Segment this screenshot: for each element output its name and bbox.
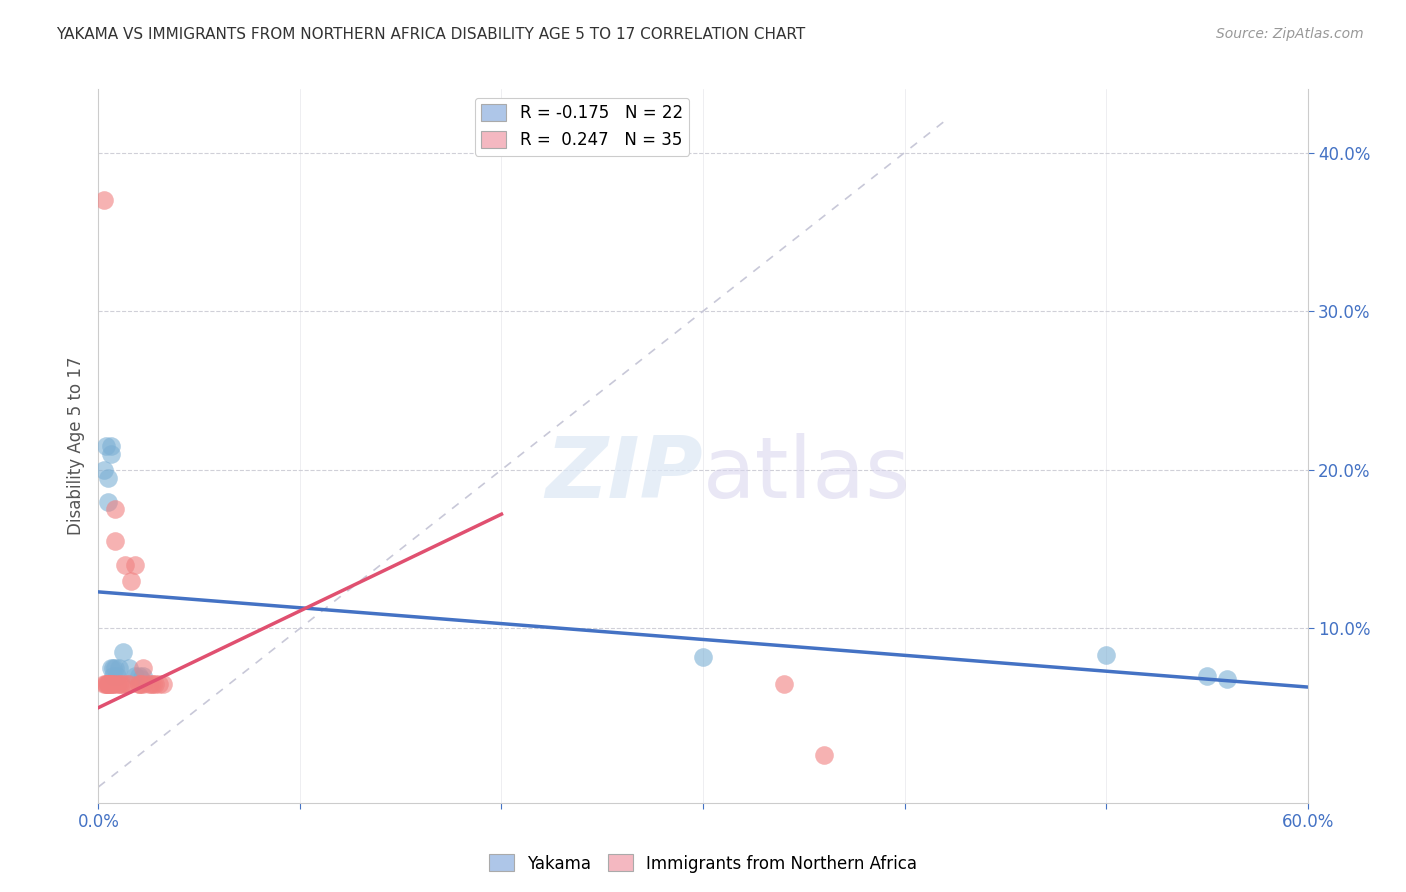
Point [111, 645, 134, 659]
Point [101, 677, 124, 691]
Point [128, 677, 150, 691]
Point [118, 661, 141, 675]
Point [107, 661, 129, 675]
Point [111, 677, 134, 691]
Point [132, 677, 155, 691]
Point [105, 669, 128, 683]
Point [96, 439, 118, 453]
Point [132, 661, 155, 675]
Text: ZIP: ZIP [546, 433, 703, 516]
Point [100, 447, 122, 461]
Point [129, 677, 152, 691]
Point [132, 669, 155, 683]
Point [97, 677, 120, 691]
Point [93, 463, 115, 477]
Point [96, 677, 118, 691]
Y-axis label: Disability Age 5 to 17: Disability Age 5 to 17 [66, 357, 84, 535]
Point [103, 534, 125, 549]
Point [105, 677, 128, 691]
Legend: Yakama, Immigrants from Northern Africa: Yakama, Immigrants from Northern Africa [482, 847, 924, 880]
Point [128, 669, 150, 683]
Point [97, 471, 120, 485]
Point [96, 677, 118, 691]
Point [97, 677, 120, 691]
Point [129, 672, 152, 686]
Point [128, 677, 150, 691]
Point [152, 677, 174, 691]
Point [120, 574, 142, 588]
Point [115, 677, 138, 691]
Point [103, 661, 125, 675]
Point [1195, 669, 1218, 683]
Point [138, 677, 160, 691]
Point [97, 677, 120, 691]
Legend: R = -0.175   N = 22, R =  0.247   N = 35: R = -0.175 N = 22, R = 0.247 N = 35 [475, 97, 689, 155]
Point [142, 677, 165, 691]
Point [100, 439, 122, 453]
Point [139, 677, 162, 691]
Point [772, 677, 794, 691]
Point [103, 502, 125, 516]
Point [813, 748, 835, 763]
Point [143, 677, 166, 691]
Point [692, 649, 714, 664]
Point [124, 669, 146, 683]
Point [1095, 648, 1118, 663]
Point [101, 677, 124, 691]
Point [118, 677, 141, 691]
Point [148, 677, 170, 691]
Point [97, 494, 120, 508]
Point [107, 677, 129, 691]
Point [100, 677, 122, 691]
Point [1216, 672, 1239, 686]
Point [100, 661, 122, 675]
Point [101, 661, 124, 675]
Point [93, 193, 115, 207]
Text: Source: ZipAtlas.com: Source: ZipAtlas.com [1216, 27, 1364, 41]
Point [124, 558, 146, 572]
Point [110, 677, 132, 691]
Point [114, 558, 136, 572]
Point [93, 677, 115, 691]
Text: atlas: atlas [703, 433, 911, 516]
Point [101, 669, 124, 683]
Text: YAKAMA VS IMMIGRANTS FROM NORTHERN AFRICA DISABILITY AGE 5 TO 17 CORRELATION CHA: YAKAMA VS IMMIGRANTS FROM NORTHERN AFRIC… [56, 27, 806, 42]
Point [100, 677, 122, 691]
